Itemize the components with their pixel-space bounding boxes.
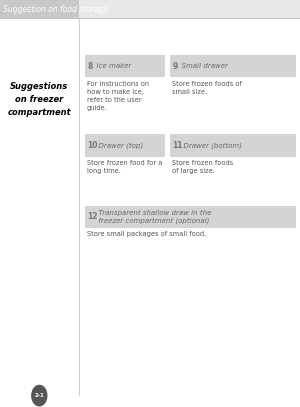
Text: 12: 12: [88, 212, 98, 221]
Text: Store small packages of small food.: Store small packages of small food.: [87, 231, 206, 237]
Text: Suggestion on food storage: Suggestion on food storage: [3, 4, 108, 14]
FancyBboxPatch shape: [169, 134, 296, 157]
Text: Suggestions
on freezer
compartment: Suggestions on freezer compartment: [8, 82, 71, 117]
Text: 10: 10: [88, 141, 98, 150]
FancyBboxPatch shape: [85, 206, 296, 228]
Text: Drawer (bottom): Drawer (bottom): [179, 142, 242, 149]
Text: Store frozen food for a
long time.: Store frozen food for a long time.: [87, 160, 162, 174]
Text: Ice maker: Ice maker: [92, 63, 131, 69]
Text: 2-1: 2-1: [34, 393, 44, 398]
Circle shape: [32, 385, 47, 406]
Text: Store frozen foods
of large size.: Store frozen foods of large size.: [172, 160, 233, 174]
Text: 8: 8: [88, 61, 93, 71]
Text: Store frozen foods of
small size.: Store frozen foods of small size.: [172, 81, 242, 94]
Text: For instructions on
how to make ice,
refer to the user
guide.: For instructions on how to make ice, ref…: [87, 81, 149, 111]
Text: 11: 11: [172, 141, 183, 150]
FancyBboxPatch shape: [85, 55, 165, 77]
FancyBboxPatch shape: [85, 134, 165, 157]
Text: 9: 9: [172, 61, 178, 71]
FancyBboxPatch shape: [169, 55, 296, 77]
FancyBboxPatch shape: [0, 0, 79, 18]
Text: Small drawer: Small drawer: [177, 63, 228, 69]
Text: Transparent shallow draw in the
  freezer compartment (optional): Transparent shallow draw in the freezer …: [94, 210, 212, 223]
FancyBboxPatch shape: [79, 0, 300, 18]
Text: Drawer (top): Drawer (top): [94, 142, 143, 149]
